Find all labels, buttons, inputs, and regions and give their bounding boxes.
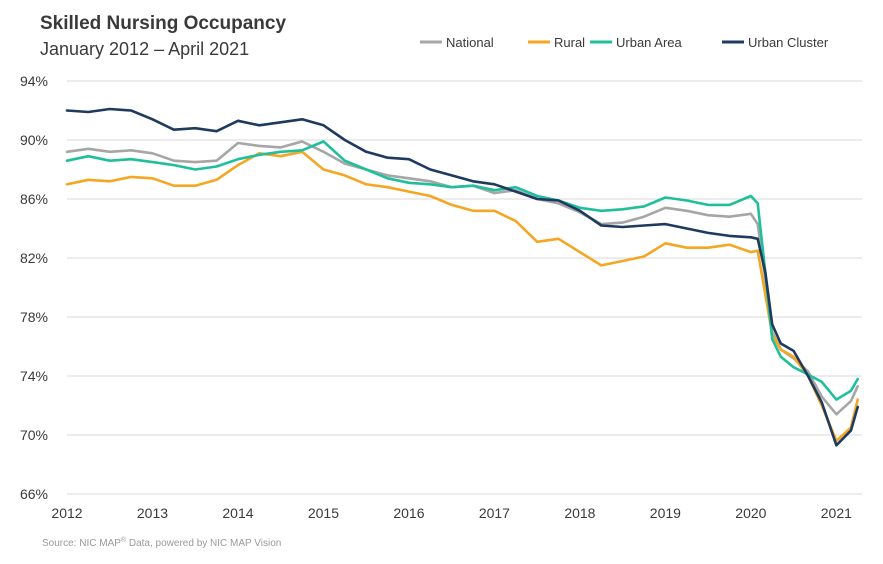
x-tick-label: 2021 xyxy=(821,505,852,521)
y-tick-label: 94% xyxy=(20,73,48,89)
x-tick-label: 2013 xyxy=(137,505,168,521)
legend: National Rural Urban Area Urban Cluster xyxy=(420,35,829,50)
series-line-national xyxy=(65,140,859,416)
legend-label: Urban Area xyxy=(616,35,683,50)
series-line-urban-area xyxy=(65,140,859,401)
source-note-sup: ® xyxy=(121,536,127,544)
x-tick-label: 2018 xyxy=(564,505,595,521)
series-line-rural xyxy=(65,150,859,443)
legend-label: Urban Cluster xyxy=(748,35,829,50)
x-axis-ticks: 2012 2013 2014 2015 2016 2017 2018 2019 2020 2021 xyxy=(51,505,852,521)
y-tick-label: 86% xyxy=(20,191,48,207)
source-note: Source: NIC MAP® Data, powered by NIC MA… xyxy=(42,536,281,549)
legend-label: Rural xyxy=(554,35,585,50)
x-tick-label: 2016 xyxy=(393,505,424,521)
chart-title: Skilled Nursing Occupancy xyxy=(40,13,286,34)
series-lines xyxy=(65,107,859,447)
series-line-urban-cluster xyxy=(65,107,859,447)
x-tick-label: 2019 xyxy=(650,505,681,521)
legend-label: National xyxy=(446,35,494,50)
x-tick-label: 2015 xyxy=(308,505,339,521)
gridlines xyxy=(67,80,862,495)
y-tick-label: 66% xyxy=(20,486,48,502)
x-tick-label: 2020 xyxy=(735,505,766,521)
chart-subtitle: January 2012 – April 2021 xyxy=(40,39,249,59)
y-tick-label: 78% xyxy=(20,309,48,325)
x-tick-label: 2017 xyxy=(479,505,510,521)
y-tick-label: 82% xyxy=(20,250,48,266)
source-note-suffix: Data, powered by NIC MAP Vision xyxy=(126,538,281,549)
source-note-prefix: Source: NIC MAP xyxy=(42,538,121,549)
y-tick-label: 74% xyxy=(20,368,48,384)
x-tick-label: 2012 xyxy=(51,505,82,521)
y-tick-label: 70% xyxy=(20,427,48,443)
y-axis-ticks: 66% 70% 74% 78% 82% 86% 90% 94% xyxy=(20,73,48,502)
x-tick-label: 2014 xyxy=(222,505,253,521)
y-tick-label: 90% xyxy=(20,132,48,148)
